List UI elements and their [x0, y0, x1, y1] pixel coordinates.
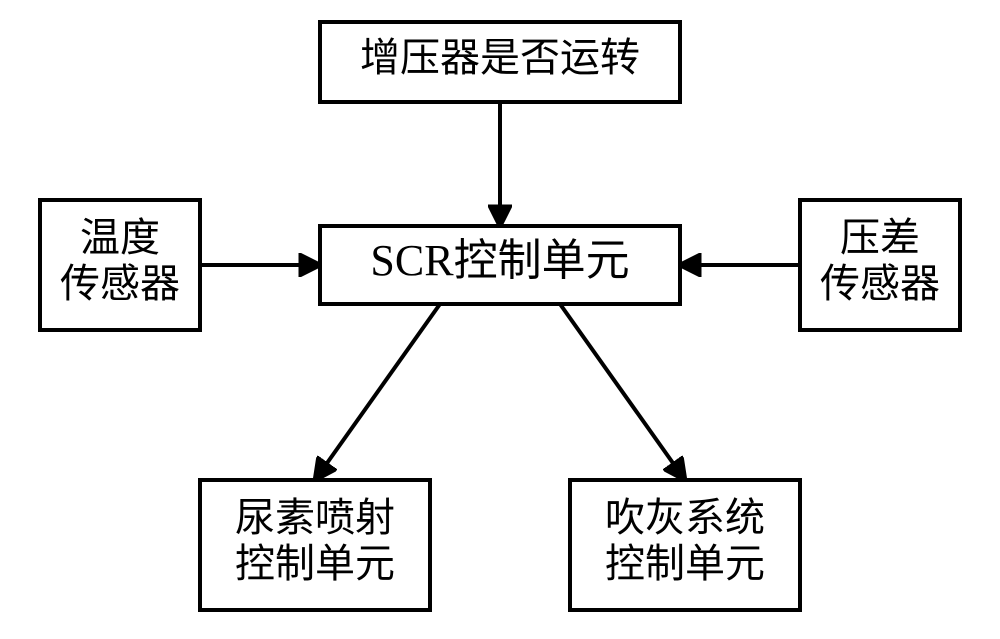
node-label-right-line0: 压差 — [840, 215, 920, 260]
node-label-left-line1: 传感器 — [60, 261, 180, 306]
node-br: 吹灰系统控制单元 — [570, 480, 800, 610]
node-label-br-line0: 吹灰系统 — [605, 495, 765, 540]
node-label-right-line1: 传感器 — [820, 261, 940, 306]
node-bl: 尿素喷射控制单元 — [200, 480, 430, 610]
node-label-top-line0: 增压器是否运转 — [360, 35, 640, 80]
node-top: 增压器是否运转 — [320, 22, 680, 102]
node-label-center-line0: SCR控制单元 — [370, 236, 629, 285]
node-right: 压差传感器 — [800, 200, 960, 330]
node-center: SCR控制单元 — [320, 226, 680, 304]
node-left: 温度传感器 — [40, 200, 200, 330]
flowchart-canvas: 增压器是否运转温度传感器SCR控制单元压差传感器尿素喷射控制单元吹灰系统控制单元 — [0, 0, 1000, 639]
node-label-br-line1: 控制单元 — [605, 541, 765, 586]
node-label-left-line0: 温度 — [80, 215, 160, 260]
edge-center-br — [560, 304, 685, 480]
edge-center-bl — [315, 304, 440, 480]
node-label-bl-line0: 尿素喷射 — [235, 495, 395, 540]
node-label-bl-line1: 控制单元 — [235, 541, 395, 586]
